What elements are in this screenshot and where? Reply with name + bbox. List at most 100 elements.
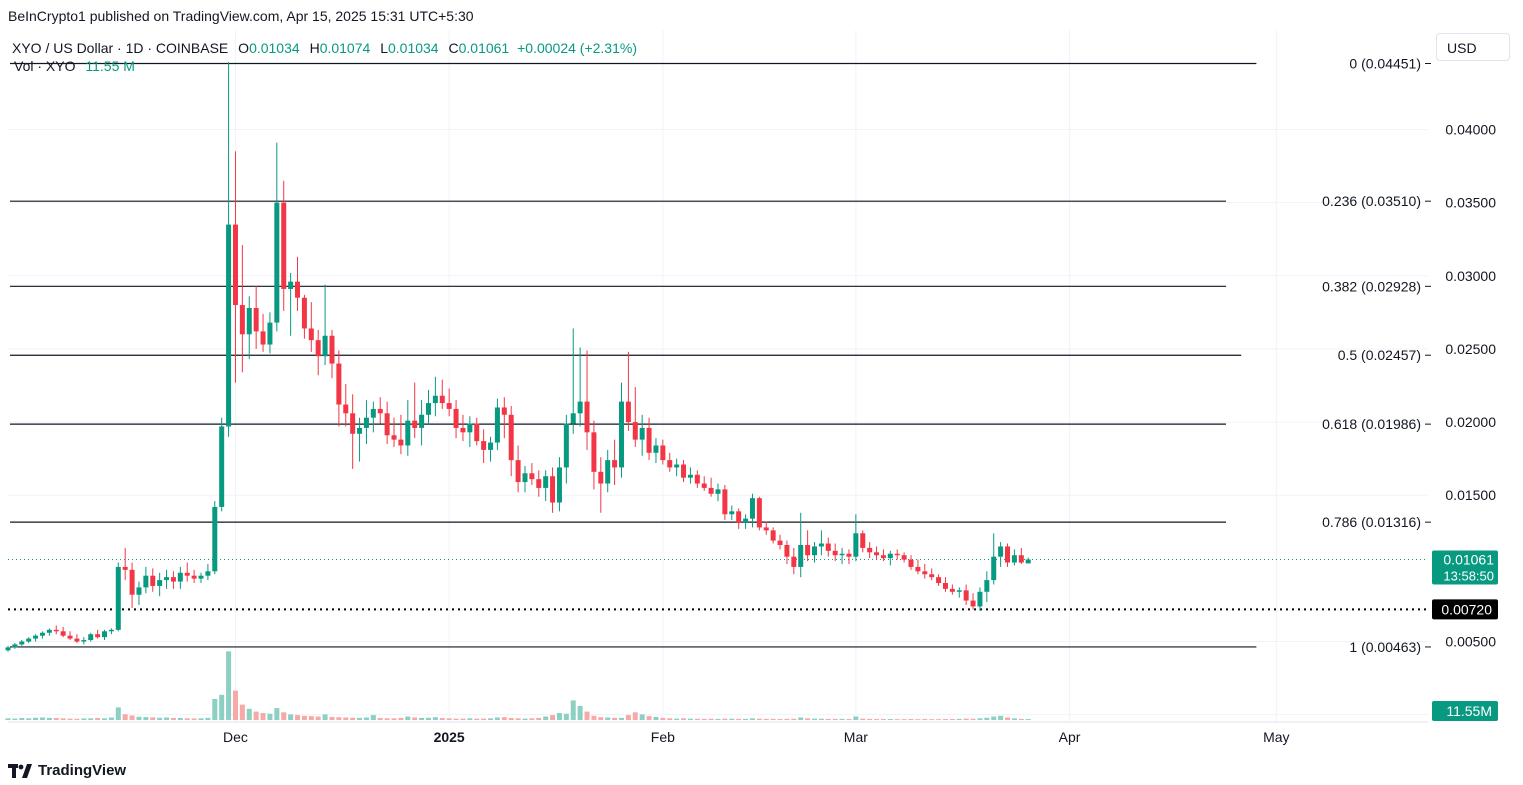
- volume-bar: [805, 718, 811, 720]
- candle-body: [570, 413, 576, 424]
- volume-bar: [74, 718, 80, 720]
- volume-bar: [295, 715, 301, 720]
- candle-body: [915, 566, 921, 572]
- candle-body: [384, 413, 390, 436]
- volume-bar: [439, 718, 445, 720]
- candle-body: [391, 435, 397, 440]
- candle-body: [942, 583, 948, 589]
- volume-bar: [736, 718, 742, 720]
- volume-bar: [5, 718, 11, 720]
- open-value: 0.01034: [249, 40, 300, 56]
- candle-body: [33, 635, 39, 639]
- volume-bar: [942, 719, 948, 720]
- volume-bar: [205, 717, 211, 720]
- candle-body: [563, 423, 569, 468]
- candle-body: [949, 588, 955, 592]
- volume-bar: [687, 718, 693, 720]
- candle-body: [805, 544, 811, 556]
- volume-bar: [1005, 717, 1011, 720]
- candle-body: [19, 641, 25, 645]
- volume-bar: [102, 718, 108, 720]
- candle-body: [818, 543, 824, 547]
- volume-bar: [33, 717, 39, 720]
- candle-body: [998, 546, 1004, 557]
- volume-bar: [550, 715, 556, 720]
- candle-body: [419, 414, 425, 428]
- symbol-legend: XYO / US Dollar · 1D · COINBASE O0.01034…: [12, 40, 637, 56]
- volume-bar: [922, 719, 928, 720]
- volume-bar: [108, 717, 114, 720]
- volume-bar: [984, 717, 990, 720]
- volume-bar: [239, 704, 245, 720]
- low-label: L: [380, 40, 388, 56]
- fib-level-label: 0.5 (0.02457): [1338, 347, 1421, 363]
- volume-bar: [81, 718, 87, 720]
- close-value: 0.01061: [458, 40, 510, 56]
- candle-body: [460, 427, 466, 433]
- candle-body: [453, 408, 459, 428]
- price-tick-label: 0.03000: [1445, 268, 1496, 284]
- price-tick-label: 0.03500: [1445, 195, 1496, 211]
- candle-body: [301, 297, 307, 329]
- volume-bar: [874, 719, 880, 720]
- symbol-title[interactable]: XYO / US Dollar · 1D · COINBASE: [12, 40, 229, 56]
- currency-button[interactable]: USD: [1436, 33, 1510, 61]
- volume-bar: [308, 716, 314, 720]
- candle-body: [763, 527, 769, 531]
- candle-body: [46, 629, 52, 633]
- volume-bar: [12, 718, 18, 720]
- candle-body: [164, 577, 170, 581]
- volume-bar: [529, 718, 535, 720]
- fib-level-label: 0.236 (0.03510): [1322, 193, 1421, 209]
- volume-bar: [329, 716, 335, 720]
- candle-body: [336, 363, 342, 405]
- candle-body: [825, 543, 831, 551]
- volume-bar: [267, 713, 273, 720]
- candle-body: [522, 473, 528, 483]
- volume-bar: [301, 715, 307, 720]
- candle-body: [350, 413, 356, 434]
- volume-bar: [867, 718, 873, 720]
- candle-body: [880, 555, 886, 559]
- volume-bar: [818, 718, 824, 720]
- candle-body: [556, 467, 562, 503]
- volume-bar: [46, 717, 52, 720]
- candle-body: [701, 483, 707, 488]
- candle-body: [667, 460, 673, 468]
- volume-bar: [894, 719, 900, 720]
- candle-body: [846, 553, 852, 557]
- candle-body: [646, 427, 652, 453]
- volume-bar: [191, 718, 197, 720]
- volume-bar: [260, 713, 266, 720]
- candle-body: [791, 556, 797, 567]
- volume-bar: [494, 717, 500, 720]
- volume-bar: [791, 718, 797, 720]
- volume-bar: [963, 718, 969, 720]
- volume-bar: [625, 715, 631, 720]
- candle-body: [343, 404, 349, 414]
- date-tick-label: Mar: [844, 729, 868, 745]
- volume-label[interactable]: Vol · XYO: [14, 58, 76, 74]
- candle-body: [612, 460, 618, 468]
- candle-body: [481, 441, 487, 450]
- candle-body: [39, 632, 45, 636]
- candle-body: [67, 635, 73, 639]
- candle-body: [777, 540, 783, 545]
- volume-bar: [860, 718, 866, 720]
- volume-bar: [357, 717, 363, 720]
- candle-body: [991, 556, 997, 581]
- candle-body: [267, 322, 273, 345]
- fib-level-label: 1 (0.00463): [1349, 639, 1421, 655]
- tradingview-logo[interactable]: TradingView: [8, 762, 126, 779]
- volume-bar: [501, 717, 507, 720]
- volume-bar: [95, 718, 101, 720]
- candle-body: [329, 335, 335, 364]
- candle-body: [95, 634, 101, 638]
- candle-body: [736, 511, 742, 524]
- candle-body: [929, 574, 935, 578]
- volume-bar: [839, 718, 845, 720]
- countdown-label: 13:58:50: [1443, 568, 1494, 583]
- candle-body: [832, 550, 838, 556]
- publisher-attribution: BeInCrypto1 published on TradingView.com…: [8, 8, 474, 24]
